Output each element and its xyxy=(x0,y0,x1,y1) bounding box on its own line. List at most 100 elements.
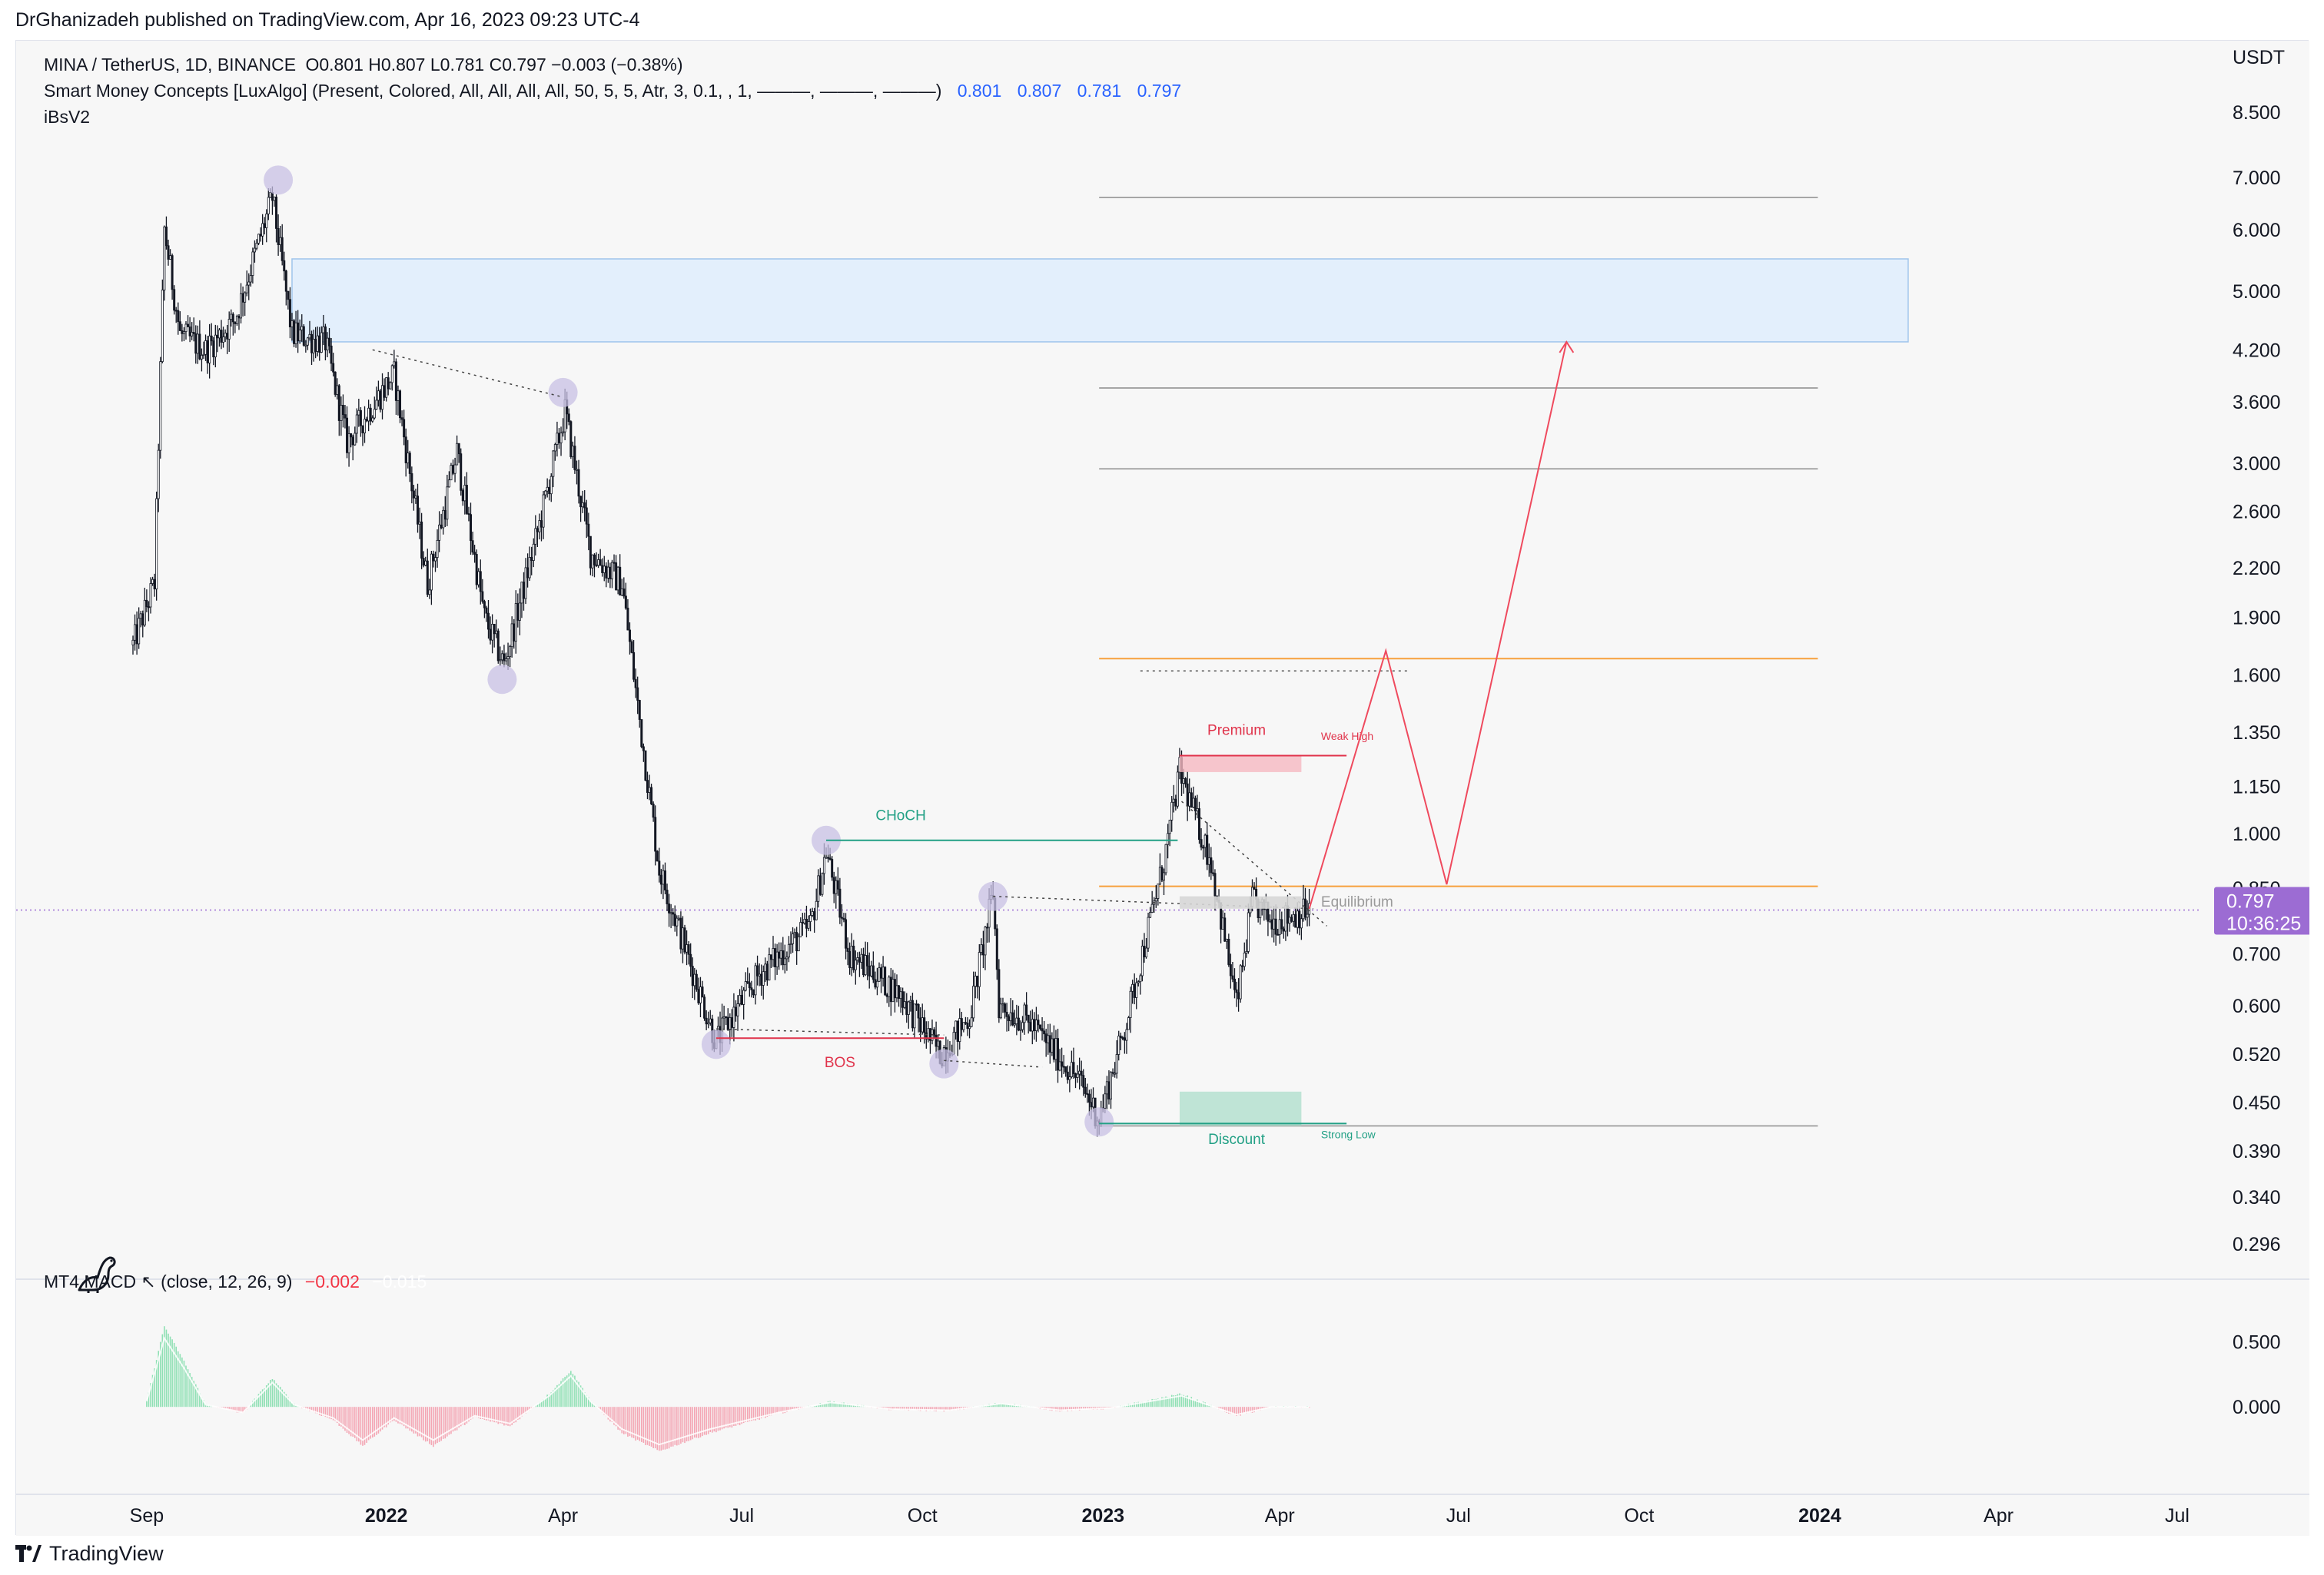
chart-canvas[interactable]: CHoCH BOS Premium Weak High Equilibrium Disco… xyxy=(16,41,2309,1536)
candle-body xyxy=(769,954,772,960)
candle-body xyxy=(1115,1054,1118,1074)
x-tick-label: Jul xyxy=(1446,1505,1471,1527)
candle-body xyxy=(666,890,669,904)
candle-body xyxy=(467,513,470,516)
candle-body xyxy=(1054,1038,1057,1060)
macd-signal-line xyxy=(145,1336,1310,1446)
chart-frame[interactable]: CHoCH BOS Premium Weak High Equilibrium Disco… xyxy=(15,40,2309,1536)
candle-body xyxy=(383,385,386,398)
candle xyxy=(245,270,248,297)
candle xyxy=(579,496,583,522)
candle-body xyxy=(214,334,217,358)
candle-body xyxy=(326,337,329,350)
candle xyxy=(1197,801,1200,844)
candle-body xyxy=(899,991,902,1000)
candle xyxy=(450,463,453,481)
candle-body xyxy=(848,951,852,968)
candle-body xyxy=(273,196,276,201)
candle-body xyxy=(351,436,354,446)
candle-body xyxy=(171,255,174,290)
candle xyxy=(668,894,671,927)
candle xyxy=(562,418,565,437)
candle-body xyxy=(1061,1061,1064,1067)
candle xyxy=(567,408,570,426)
candle-body xyxy=(599,559,602,566)
candle xyxy=(1115,1040,1118,1079)
projection-path xyxy=(1308,341,1568,910)
candle xyxy=(789,931,792,954)
candle xyxy=(656,850,659,862)
candle-body xyxy=(187,323,190,327)
candle-body xyxy=(567,413,570,423)
candle-body xyxy=(371,417,374,422)
candle-body xyxy=(443,509,447,520)
candle-body xyxy=(795,932,798,952)
candle xyxy=(1127,1016,1130,1030)
candle xyxy=(799,917,802,937)
candle-body xyxy=(923,1017,926,1033)
candle xyxy=(1027,1014,1030,1034)
candle-body xyxy=(336,385,339,395)
candle-body xyxy=(725,1016,728,1019)
candle-body xyxy=(222,337,225,343)
candle xyxy=(255,239,258,250)
candle-body xyxy=(1129,990,1132,1018)
candle xyxy=(332,353,335,376)
footer-brand[interactable]: TradingView xyxy=(15,1538,164,1569)
candle-body xyxy=(828,857,832,860)
candle-body xyxy=(1140,946,1144,976)
candle-body xyxy=(803,918,806,923)
candle xyxy=(159,356,162,459)
x-tick-label: Apr xyxy=(1984,1505,2014,1527)
candle xyxy=(746,967,749,985)
candle-body xyxy=(838,888,842,918)
candle-body xyxy=(659,874,662,885)
candle-body xyxy=(764,963,767,973)
candle xyxy=(453,457,456,482)
candle-body xyxy=(1076,1073,1079,1078)
candle-body xyxy=(652,804,655,818)
candle-body xyxy=(864,955,867,976)
candle xyxy=(775,943,779,975)
candle-body xyxy=(818,875,822,895)
legend-symbol: MINA / TetherUS, 1D, BINANCE xyxy=(44,55,297,75)
candle-body xyxy=(528,557,531,579)
candle-body xyxy=(1123,1037,1126,1041)
candle xyxy=(470,502,473,555)
candle-body xyxy=(628,629,631,642)
dinosaur-icon[interactable] xyxy=(75,1252,118,1295)
candle-body xyxy=(978,952,981,987)
candle-body xyxy=(815,900,818,920)
candle-body xyxy=(134,624,137,641)
candle xyxy=(815,888,818,920)
candle-body xyxy=(493,624,496,635)
candle-body xyxy=(1145,947,1148,957)
candle-body xyxy=(486,612,490,630)
candle xyxy=(1114,1062,1117,1078)
candle-body xyxy=(683,927,686,953)
y-tick-label: 8.500 xyxy=(2233,102,2281,124)
swing-point-circle-7 xyxy=(1084,1107,1114,1137)
candle xyxy=(658,847,661,883)
candle xyxy=(836,867,839,896)
candle-body xyxy=(540,520,543,528)
candle-body xyxy=(762,971,765,986)
candle-body xyxy=(817,875,820,902)
candle xyxy=(369,403,372,426)
candle xyxy=(995,924,998,980)
candle-body xyxy=(705,1017,708,1025)
candle-body xyxy=(699,986,702,1003)
candle xyxy=(1300,914,1303,940)
candle xyxy=(486,599,490,639)
candle-body xyxy=(196,333,199,354)
y-tick-label: 0.450 xyxy=(2233,1093,2281,1114)
candle-body xyxy=(1188,792,1191,807)
candle-body xyxy=(958,1018,961,1043)
candle-body xyxy=(446,486,449,520)
candle-body xyxy=(261,223,264,237)
candle-body xyxy=(237,316,241,319)
candle-body xyxy=(1001,1003,1004,1006)
candle-body xyxy=(265,214,268,228)
candle xyxy=(475,549,478,590)
candle-body xyxy=(1160,867,1164,880)
